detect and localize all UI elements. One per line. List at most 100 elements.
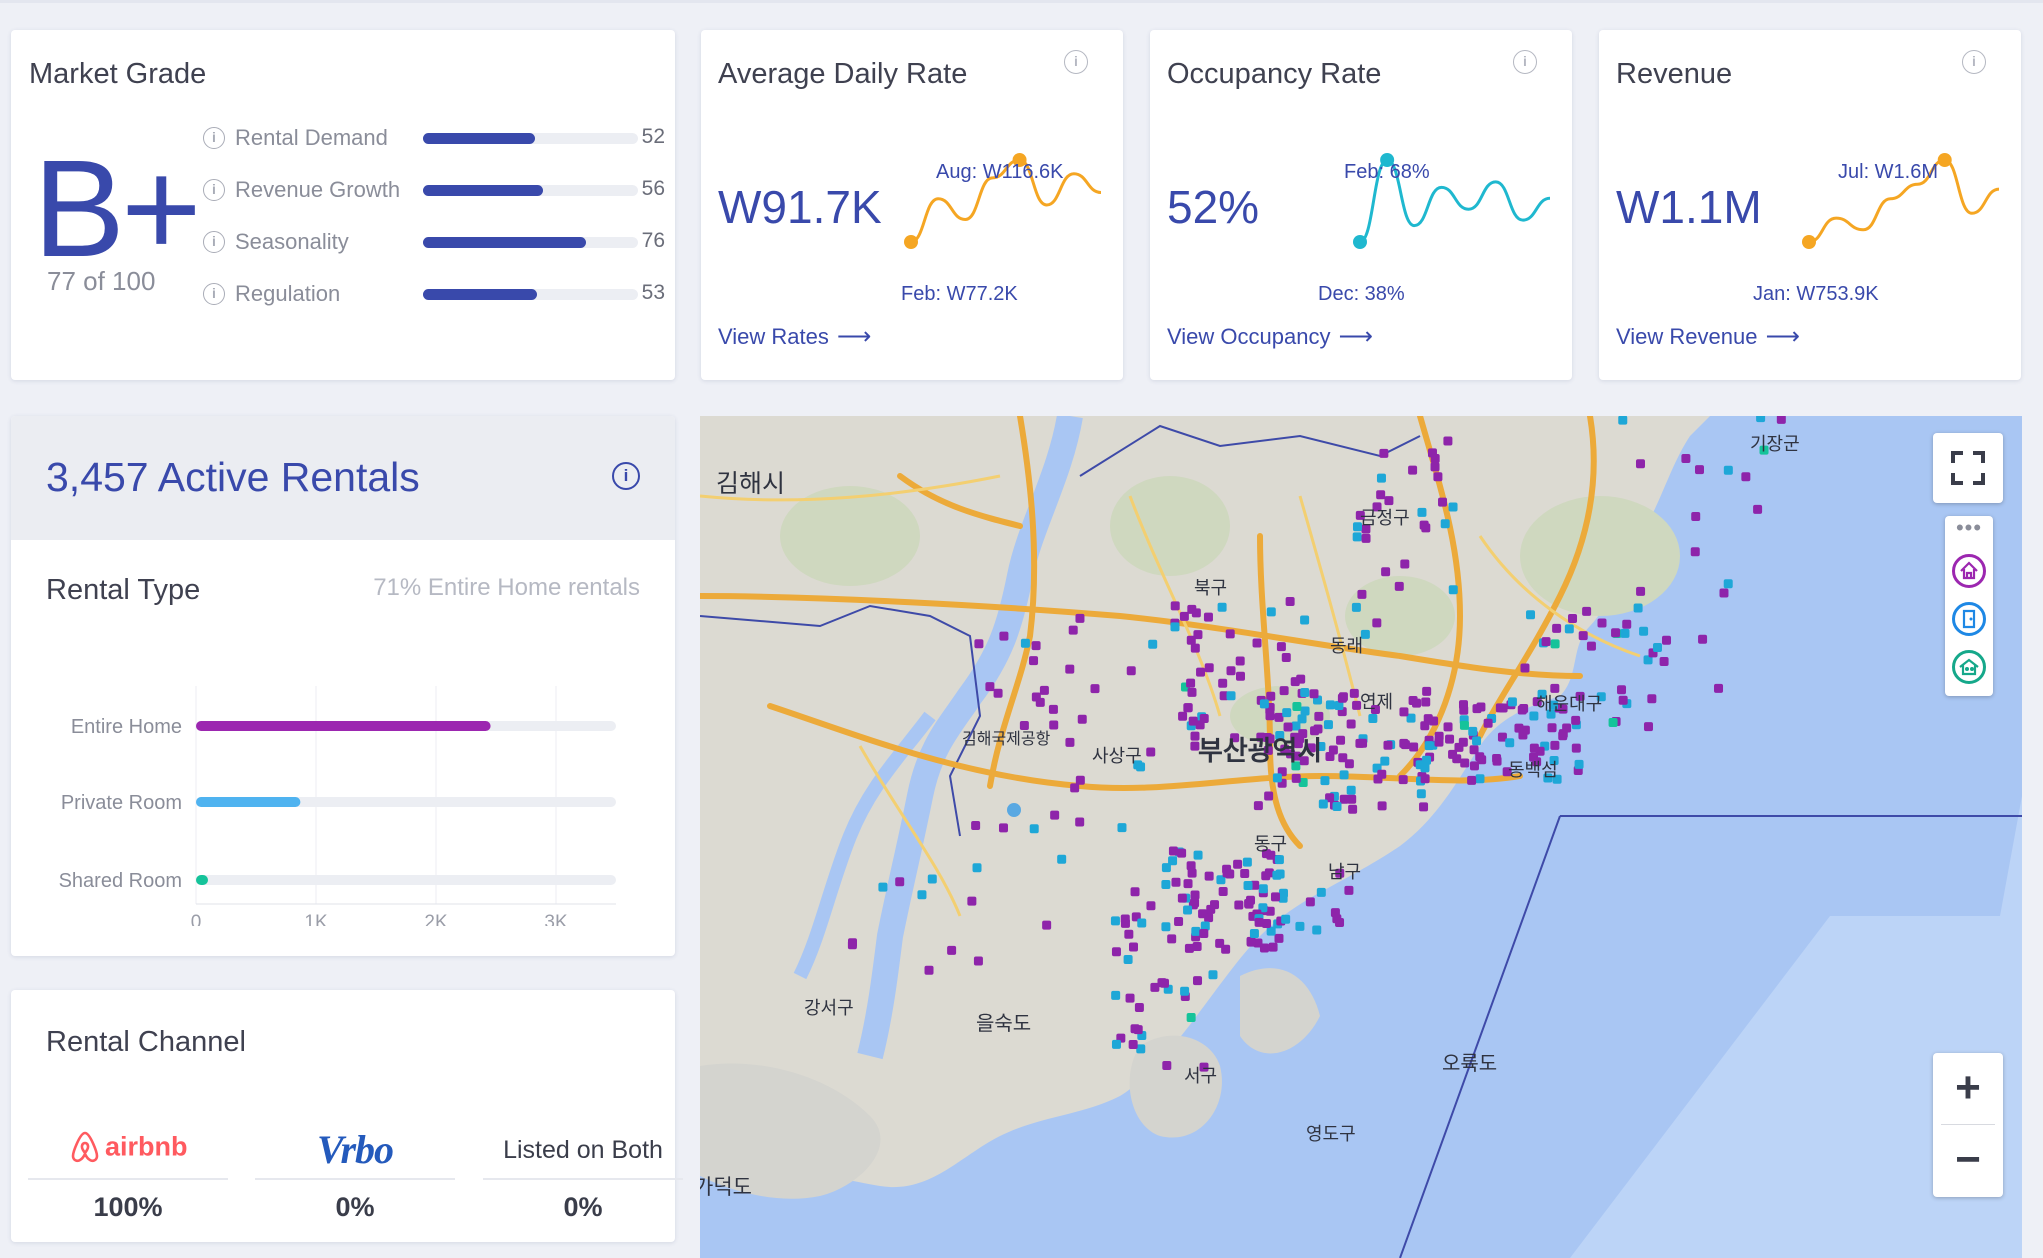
listing-dot[interactable]	[1246, 936, 1256, 946]
listing-dot[interactable]	[1467, 775, 1477, 785]
listing-dot[interactable]	[1297, 714, 1307, 724]
listing-dot[interactable]	[1128, 942, 1138, 952]
listing-dot[interactable]	[1430, 462, 1440, 472]
listing-dot[interactable]	[1042, 920, 1052, 930]
listing-dot[interactable]	[1191, 608, 1201, 618]
listing-dot[interactable]	[1344, 759, 1354, 769]
listing-dot[interactable]	[1517, 705, 1527, 715]
listing-dot[interactable]	[1298, 777, 1308, 787]
listing-dot[interactable]	[1759, 445, 1769, 455]
listing-dot[interactable]	[1568, 613, 1578, 623]
listing-dot[interactable]	[1258, 884, 1268, 894]
listing-dot[interactable]	[1263, 745, 1273, 755]
listing-dot[interactable]	[1174, 917, 1184, 927]
zoom-out-button[interactable]: −	[1955, 1135, 1981, 1184]
listing-dot[interactable]	[967, 896, 977, 906]
info-icon[interactable]: i	[203, 231, 225, 253]
listing-dot[interactable]	[1420, 721, 1430, 731]
listing-dot[interactable]	[1261, 871, 1271, 881]
listing-dot[interactable]	[1438, 497, 1448, 507]
listing-dot[interactable]	[1381, 567, 1391, 577]
listing-dot[interactable]	[1222, 864, 1232, 874]
listing-dot[interactable]	[1335, 918, 1345, 928]
listing-dot[interactable]	[1372, 618, 1382, 628]
listing-dot[interactable]	[1029, 656, 1039, 666]
listing-dot[interactable]	[1698, 634, 1708, 644]
listing-dot[interactable]	[1548, 700, 1558, 710]
listing-dot[interactable]	[1199, 928, 1209, 938]
listing-dot[interactable]	[1190, 643, 1200, 653]
listing-dot[interactable]	[1377, 801, 1387, 811]
listing-dot[interactable]	[973, 956, 983, 966]
listing-dot[interactable]	[1225, 629, 1235, 639]
listing-dot[interactable]	[1111, 1039, 1121, 1049]
listing-dot[interactable]	[1325, 793, 1335, 803]
listing-dot[interactable]	[1183, 879, 1193, 889]
listing-dot[interactable]	[1430, 453, 1440, 463]
listing-dot[interactable]	[1193, 630, 1203, 640]
listing-dot[interactable]	[1274, 933, 1284, 943]
listing-dot[interactable]	[1125, 993, 1135, 1003]
listing-dot[interactable]	[1111, 947, 1121, 957]
listing-dot[interactable]	[1421, 697, 1431, 707]
listing-dot[interactable]	[1217, 602, 1227, 612]
listing-dot[interactable]	[1639, 626, 1649, 636]
listing-dot[interactable]	[1186, 861, 1196, 871]
listing-dot[interactable]	[1547, 723, 1557, 733]
listing-dot[interactable]	[1242, 857, 1252, 867]
listing-dot[interactable]	[1187, 868, 1197, 878]
listing-dot[interactable]	[1039, 685, 1049, 695]
listing-dot[interactable]	[1337, 693, 1347, 703]
listing-dot[interactable]	[1265, 711, 1275, 721]
listing-dot[interactable]	[1424, 741, 1434, 751]
listing-dot[interactable]	[1419, 520, 1429, 530]
listing-dot[interactable]	[1057, 854, 1067, 864]
listing-dot[interactable]	[1349, 688, 1359, 698]
listing-dot[interactable]	[1578, 631, 1588, 641]
listing-dot[interactable]	[847, 940, 857, 950]
listing-dot[interactable]	[1370, 704, 1380, 714]
listing-dot[interactable]	[1268, 942, 1278, 952]
listing-dot[interactable]	[1120, 918, 1130, 928]
listing-dot[interactable]	[1272, 870, 1282, 880]
listing-dot[interactable]	[1532, 757, 1542, 767]
listing-dot[interactable]	[971, 821, 981, 831]
listing-dot[interactable]	[1691, 511, 1701, 521]
listing-dot[interactable]	[1161, 880, 1171, 890]
listing-dot[interactable]	[1495, 703, 1505, 713]
listing-dot[interactable]	[1259, 699, 1269, 709]
listing-dot[interactable]	[1312, 925, 1322, 935]
listing-dot[interactable]	[1334, 701, 1344, 711]
bar[interactable]	[196, 721, 491, 731]
info-icon[interactable]: i	[1064, 50, 1088, 74]
listing-dot[interactable]	[1417, 507, 1427, 517]
listing-dot[interactable]	[1170, 601, 1180, 611]
listing-dot[interactable]	[1723, 465, 1733, 475]
listing-dot[interactable]	[1422, 686, 1432, 696]
listing-dot[interactable]	[1261, 849, 1271, 859]
listing-dot[interactable]	[1469, 761, 1479, 771]
listing-dot[interactable]	[1714, 683, 1724, 693]
listing-dot[interactable]	[1344, 885, 1354, 895]
listing-dot[interactable]	[1617, 685, 1627, 695]
listing-dot[interactable]	[1272, 773, 1282, 783]
listing-dot[interactable]	[1300, 706, 1310, 716]
listing-dot[interactable]	[1753, 504, 1763, 514]
listing-dot[interactable]	[1048, 704, 1058, 714]
listing-dot[interactable]	[1586, 641, 1596, 651]
listing-dot[interactable]	[1507, 697, 1517, 707]
listing-dot[interactable]	[1199, 1062, 1209, 1072]
view-rates-link[interactable]: View Rates ⟶	[718, 322, 871, 351]
listing-dot[interactable]	[1518, 730, 1528, 740]
info-icon[interactable]: i	[203, 283, 225, 305]
listing-dot[interactable]	[1310, 726, 1320, 736]
listing-dot[interactable]	[1416, 789, 1426, 799]
listing-dot[interactable]	[1075, 817, 1085, 827]
listing-dot[interactable]	[1050, 810, 1060, 820]
listing-dot[interactable]	[1460, 758, 1470, 768]
listing-dot[interactable]	[985, 682, 995, 692]
listing-dot[interactable]	[1618, 695, 1628, 705]
listing-dot[interactable]	[1335, 868, 1345, 878]
listing-dot[interactable]	[1635, 459, 1645, 469]
listing-dot[interactable]	[1179, 611, 1189, 621]
